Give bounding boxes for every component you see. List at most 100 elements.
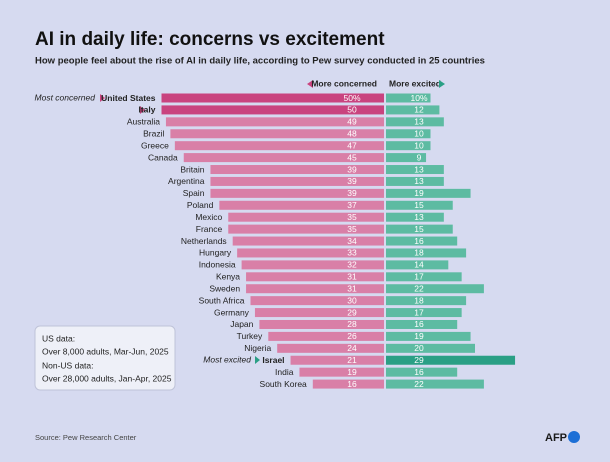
value-label: 16 <box>414 236 424 246</box>
bar <box>290 355 384 365</box>
category-label: South Africa <box>199 295 245 305</box>
category-label: Hungary <box>199 248 232 258</box>
category-label: Brazil <box>143 129 164 139</box>
bar <box>386 141 431 151</box>
bar <box>386 200 453 210</box>
value-label: 18 <box>414 248 424 258</box>
value-label: 45 <box>347 152 357 162</box>
bar <box>386 176 444 186</box>
bar <box>386 355 516 365</box>
value-label: 35 <box>347 224 357 234</box>
value-label: 35 <box>347 212 357 222</box>
category-label: Mexico <box>195 212 222 222</box>
value-label: 19 <box>347 367 357 377</box>
value-label: 14 <box>414 260 424 270</box>
category-label: India <box>275 367 294 377</box>
value-label: 33 <box>347 248 357 258</box>
value-label: 13 <box>414 117 424 127</box>
bar <box>170 129 384 139</box>
bar <box>386 272 462 282</box>
bar <box>228 224 384 234</box>
note-text: Over 8,000 adults, Mar-Jun, 2025 <box>42 346 169 356</box>
value-label: 13 <box>414 176 424 186</box>
bar <box>386 236 458 246</box>
bar <box>386 153 427 163</box>
value-label: 26 <box>347 331 357 341</box>
annotation: Most concerned <box>35 92 96 102</box>
bar <box>386 129 431 139</box>
bar <box>277 343 384 353</box>
value-label: 13 <box>414 164 424 174</box>
value-label: 10 <box>414 140 424 150</box>
value-label: 17 <box>414 307 424 317</box>
value-label: 20 <box>414 343 424 353</box>
note-text: US data: <box>42 333 75 343</box>
category-label: Greece <box>141 140 169 150</box>
value-label: 39 <box>347 176 357 186</box>
value-label: 50% <box>343 93 360 103</box>
bar <box>232 236 384 246</box>
bar <box>386 117 444 127</box>
category-label: Australia <box>127 117 160 127</box>
bar <box>268 331 384 341</box>
bar <box>386 308 462 318</box>
annotation-arrow <box>140 106 145 114</box>
bar <box>246 272 384 282</box>
category-label: Italy <box>138 105 155 115</box>
note-text: Non-US data: <box>42 360 94 370</box>
annotation-arrow <box>100 94 105 102</box>
category-label: Argentina <box>168 176 205 186</box>
category-label: United States <box>101 93 156 103</box>
bar <box>386 165 444 175</box>
bar <box>386 319 458 329</box>
bar <box>386 105 440 115</box>
value-label: 24 <box>347 343 357 353</box>
value-label: 15 <box>414 224 424 234</box>
value-label: 16 <box>347 379 357 389</box>
category-label: Japan <box>230 319 253 329</box>
value-label: 19 <box>414 331 424 341</box>
bar <box>183 153 384 163</box>
value-label: 12 <box>414 105 424 115</box>
category-label: Sweden <box>209 283 240 293</box>
bar <box>161 93 384 103</box>
logo-dot <box>568 431 580 443</box>
legend-arrow <box>307 80 313 88</box>
value-label: 13 <box>414 212 424 222</box>
category-label: France <box>196 224 223 234</box>
value-label: 22 <box>414 283 424 293</box>
value-label: 28 <box>347 319 357 329</box>
value-label: 47 <box>347 140 357 150</box>
value-label: 37 <box>347 200 357 210</box>
bar <box>228 212 384 222</box>
value-label: 31 <box>347 272 357 282</box>
bar <box>386 93 431 103</box>
bar <box>210 165 384 175</box>
value-label: 34 <box>347 236 357 246</box>
value-label: 50 <box>347 105 357 115</box>
value-label: 39 <box>347 164 357 174</box>
bar <box>241 260 384 270</box>
bar <box>386 379 484 389</box>
value-label: 30 <box>347 295 357 305</box>
value-label: 49 <box>347 117 357 127</box>
value-label: 31 <box>347 283 357 293</box>
category-label: Nigeria <box>244 343 271 353</box>
legend-label: More concerned <box>311 78 377 88</box>
bar <box>246 284 384 294</box>
category-label: Spain <box>183 188 205 198</box>
bar <box>161 105 384 115</box>
bar <box>386 331 471 341</box>
value-label: 16 <box>414 367 424 377</box>
value-label: 10% <box>410 93 427 103</box>
value-label: 22 <box>414 379 424 389</box>
bar <box>219 200 384 210</box>
value-label: 39 <box>347 188 357 198</box>
bar <box>237 248 384 258</box>
bar <box>210 176 384 186</box>
bar <box>386 284 484 294</box>
value-label: 19 <box>414 188 424 198</box>
bar <box>386 296 467 306</box>
bar <box>210 188 384 198</box>
